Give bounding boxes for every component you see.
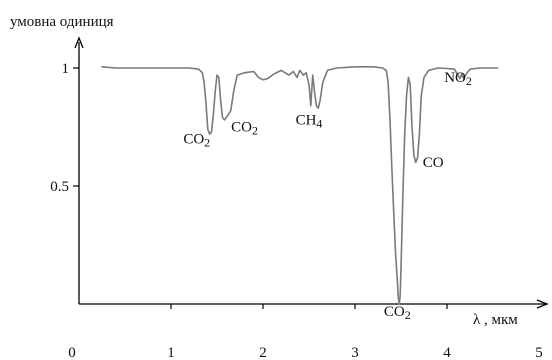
tick-marks: 0 1 2 3 4 5 0.5 1 [50,61,543,360]
annotation-label: CO [423,155,444,171]
y-tick-label: 1 [62,61,70,77]
annotation-group: CO2 CO2 CH4 CO2 CO NO2 [183,70,472,322]
x-tick-label: 4 [443,345,451,360]
annotation-label: CH4 [296,113,323,131]
y-axis-label: умовна одиниця [10,14,114,30]
y-tick-label: 0.5 [50,179,69,195]
x-tick-label: 2 [259,345,267,360]
spectrum-line [101,66,499,305]
x-axis-label: λ , мкм [473,312,518,328]
annotation-label: NO2 [444,70,472,88]
x-tick-label: 5 [535,345,543,360]
series-group [101,66,499,305]
x-tick-label: 3 [351,345,359,360]
annotation-label: CO2 [231,120,258,138]
y-axis-arrow [74,36,84,49]
x-tick-label: 0 [68,345,76,360]
x-axis-arrow [536,299,549,309]
annotation-label: CO2 [384,304,411,322]
annotation-label: CO2 [183,132,210,150]
x-tick-label: 1 [167,345,175,360]
axes [74,36,549,309]
